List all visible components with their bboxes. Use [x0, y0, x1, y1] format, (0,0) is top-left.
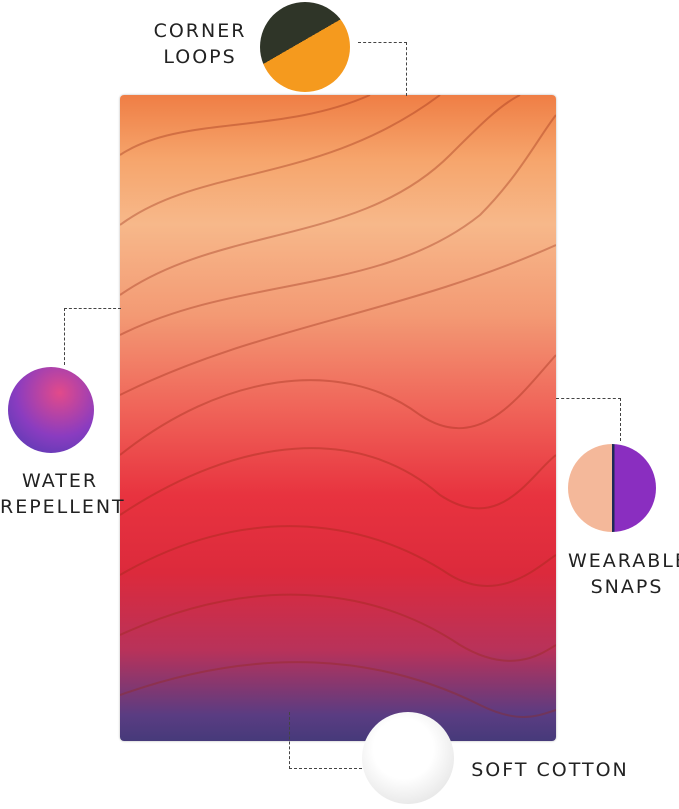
- soft-cotton-leader-line: [289, 712, 362, 769]
- label-line: CORNER: [153, 20, 247, 42]
- wearable-snaps-leader-line: [556, 398, 621, 441]
- label-line: REPELLENT: [0, 496, 126, 518]
- water-droplets-closeup-icon: [8, 367, 94, 453]
- wearable-snaps-label: WEARABLE SNAPS: [568, 548, 679, 600]
- water-repellent-leader-line: [64, 308, 121, 365]
- label-line: WEARABLE: [568, 550, 679, 572]
- soft-cotton-label: SOFT COTTON: [471, 759, 629, 781]
- label-line: LOOPS: [163, 46, 237, 68]
- corner-loops-leader-line: [358, 42, 407, 96]
- label-line: SNAPS: [590, 576, 664, 598]
- corner-loop-closeup-icon: [260, 2, 350, 92]
- water-repellent-label: WATER REPELLENT: [0, 468, 126, 520]
- corner-loops-label: CORNER LOOPS: [140, 18, 260, 70]
- snap-button-closeup-icon: [568, 444, 656, 532]
- quilt-stitch-lines: [120, 95, 556, 718]
- label-line: WATER: [21, 470, 99, 492]
- cotton-ball-icon: [362, 712, 454, 804]
- blanket-image: [120, 95, 556, 741]
